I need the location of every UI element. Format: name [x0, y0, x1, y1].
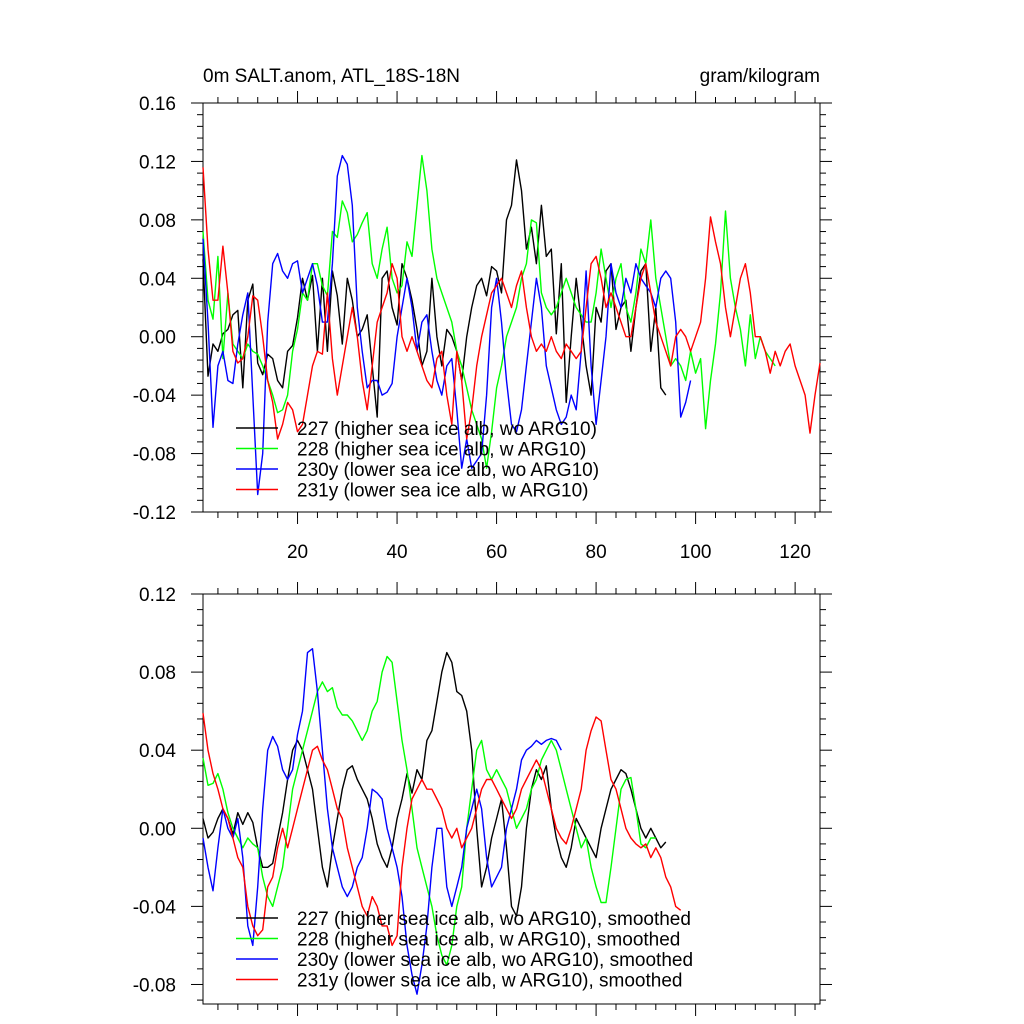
x-tick-label: 40 [386, 542, 407, 563]
y-tick-label: 0.12 [139, 585, 176, 606]
top-series-lines [202, 154, 821, 496]
y-tick-label: 0.12 [139, 152, 176, 173]
y-tick-label: 0.00 [139, 328, 176, 349]
series-line-4 [202, 713, 682, 947]
x-tick-label: 120 [779, 542, 811, 563]
top-panel: 0m SALT.anom, ATL_18S-18N gram/kilogram … [133, 66, 832, 563]
x-tick-label: 60 [486, 542, 507, 563]
y-tick-label: 0.08 [139, 211, 176, 232]
y-tick-label: -0.08 [133, 445, 176, 466]
y-tick-label: 0.00 [139, 819, 176, 840]
x-tick-label: 80 [586, 542, 607, 563]
top-title-right: gram/kilogram [700, 66, 820, 87]
x-tick-label: 100 [680, 542, 712, 563]
bottom-axes: 0.12 0.08 0.04 0.00 -0.04 -0.08 [133, 582, 832, 1016]
bottom-series-lines [202, 648, 682, 995]
legend-label: 231y (lower sea ice alb, w ARG10), smoot… [297, 971, 682, 992]
legend-label: 227 (higher sea ice alb, wo ARG10) [297, 419, 597, 440]
bottom-plot-frame [202, 593, 821, 1005]
legend-label: 228 (higher sea ice alb, w ARG10), smoot… [297, 930, 680, 951]
legend-label: 230y (lower sea ice alb, wo ARG10) [297, 460, 599, 481]
legend-label: 228 (higher sea ice alb, w ARG10) [297, 440, 586, 461]
y-tick-label: -0.04 [133, 386, 177, 407]
series-line-1 [202, 651, 667, 917]
series-line-3 [202, 648, 562, 995]
series-line-2 [202, 154, 776, 469]
series-line-1 [202, 159, 667, 418]
series-line-4 [202, 167, 821, 440]
y-tick-label: -0.08 [133, 975, 176, 996]
legend-label: 230y (lower sea ice alb, wo ARG10), smoo… [297, 950, 693, 971]
bottom-panel: 0.12 0.08 0.04 0.00 -0.04 -0.08 227 (higher s… [133, 582, 832, 1016]
top-axes: 0.16 0.12 0.08 0.04 0.00 -0.04 -0.08 -0.12 20 40 6… [133, 91, 832, 563]
y-tick-label: 0.08 [139, 663, 176, 684]
legend-label: 231y (lower sea ice alb, w ARG10) [297, 481, 588, 502]
y-tick-label: 0.04 [139, 741, 176, 762]
top-legend: 227 (higher sea ice alb, wo ARG10)228 (h… [236, 419, 599, 502]
bottom-legend: 227 (higher sea ice alb, wo ARG10), smoo… [236, 909, 693, 992]
x-tick-label: 20 [287, 542, 308, 563]
top-plot-frame [202, 102, 821, 513]
y-tick-label: 0.16 [139, 94, 176, 115]
y-tick-label: -0.04 [133, 897, 177, 918]
legend-label: 227 (higher sea ice alb, wo ARG10), smoo… [297, 909, 691, 930]
series-line-3 [202, 154, 692, 496]
y-tick-label: 0.04 [139, 269, 176, 290]
top-title-left: 0m SALT.anom, ATL_18S-18N [203, 66, 460, 87]
y-tick-label: -0.12 [133, 503, 176, 524]
